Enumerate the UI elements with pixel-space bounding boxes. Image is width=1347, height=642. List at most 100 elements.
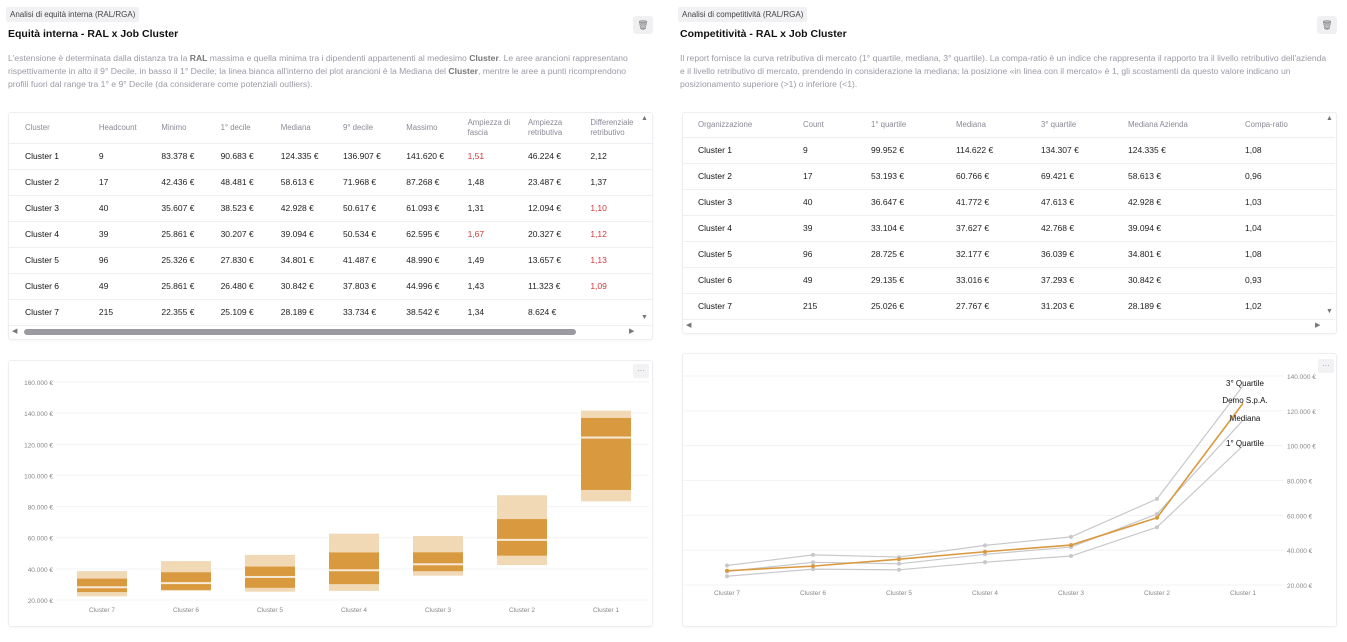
x-tick-label: Cluster 7 bbox=[89, 607, 115, 614]
table-cell: Cluster 5 bbox=[9, 247, 99, 274]
data-point[interactable] bbox=[983, 543, 987, 548]
data-point[interactable] bbox=[811, 567, 815, 572]
decile-box[interactable] bbox=[497, 519, 547, 556]
scroll-left-arrow[interactable]: ◀ bbox=[686, 322, 692, 329]
table-row[interactable]: Cluster 2 17 53.193 €60.766 €69.421 €58.61… bbox=[683, 163, 1335, 190]
table-cell: 48.481 € bbox=[220, 169, 281, 196]
menu-icon[interactable]: … bbox=[633, 364, 649, 378]
decile-box[interactable] bbox=[77, 578, 127, 593]
column-header[interactable]: Ampiezza retributiva bbox=[527, 113, 591, 144]
scroll-left-arrow[interactable]: ◀ bbox=[12, 328, 18, 335]
table-row[interactable]: Cluster 1 9 83.378 €90.683 €124.335 €136.9… bbox=[9, 143, 652, 170]
equity-range-chart: 20.000 € 40.000 € 60.000 € 80.000 € 100.000 … bbox=[24, 380, 649, 614]
horizontal-scrollbar[interactable] bbox=[24, 329, 576, 335]
data-point[interactable] bbox=[1155, 525, 1159, 530]
data-point[interactable] bbox=[1069, 554, 1073, 559]
series-line[interactable] bbox=[726, 445, 1244, 577]
table-row[interactable]: Cluster 5 96 25.326 €27.830 €34.801 €41.48… bbox=[9, 247, 652, 274]
decile-box[interactable] bbox=[161, 572, 211, 590]
scroll-up-arrow[interactable]: ▲ bbox=[641, 115, 648, 122]
x-tick-label: Cluster 3 bbox=[1058, 590, 1084, 597]
data-point[interactable] bbox=[1069, 543, 1073, 548]
data-point[interactable] bbox=[983, 560, 987, 565]
table-cell: 25.109 € bbox=[220, 299, 281, 326]
data-point[interactable] bbox=[811, 564, 815, 569]
series-line[interactable] bbox=[726, 419, 1244, 573]
data-point[interactable] bbox=[725, 563, 729, 568]
table-row[interactable]: Cluster 3 40 35.607 €38.523 €42.928 €50.61… bbox=[9, 195, 652, 222]
data-point[interactable] bbox=[1155, 496, 1159, 501]
y-tick-label: 60.000 € bbox=[1287, 513, 1313, 520]
table-row[interactable]: Cluster 1 9 99.952 €114.622 €134.307 €124.… bbox=[683, 137, 1335, 164]
scroll-up-arrow[interactable]: ▲ bbox=[1326, 115, 1333, 122]
data-point[interactable] bbox=[1069, 534, 1073, 539]
table-row[interactable]: Cluster 7 215 25.026 €27.767 €31.203 €28.1… bbox=[683, 293, 1335, 320]
table-row[interactable]: Cluster 4 39 25.861 €30.207 €39.094 €50.53… bbox=[9, 221, 652, 248]
column-header[interactable]: 1° decile bbox=[220, 113, 281, 144]
column-header[interactable]: Differenziale retributivo bbox=[590, 113, 652, 144]
competitiveness-data-table: Organizzazione Count 1° quartile Mediana 3° … bbox=[683, 113, 1335, 320]
table-cell: 1,03 bbox=[1245, 189, 1335, 216]
table-row[interactable]: Cluster 6 49 25.861 €26.480 €30.842 €37.80… bbox=[9, 273, 652, 300]
y-tick-label: 40.000 € bbox=[28, 567, 54, 574]
column-header[interactable]: Headcount bbox=[98, 113, 162, 144]
column-header[interactable]: Mediana Azienda bbox=[1128, 113, 1245, 138]
decile-box[interactable] bbox=[413, 552, 463, 572]
table-row[interactable]: Cluster 2 17 42.436 €48.481 €58.613 €71.96… bbox=[9, 169, 652, 196]
table-cell: 23.487 € bbox=[527, 169, 591, 196]
decile-box[interactable] bbox=[329, 552, 379, 585]
data-point[interactable] bbox=[897, 557, 901, 562]
table-row[interactable]: Cluster 4 39 33.104 €37.627 €42.768 €39.09… bbox=[683, 215, 1335, 242]
data-point[interactable] bbox=[811, 560, 815, 565]
data-point[interactable] bbox=[897, 561, 901, 566]
description-text: massima e quella minima tra i dipendenti… bbox=[207, 53, 470, 63]
menu-icon[interactable]: … bbox=[1318, 359, 1334, 373]
column-header[interactable]: Count bbox=[803, 113, 871, 138]
description-text: . Le aree arancioni rappresentano rispet… bbox=[8, 53, 628, 76]
table-cell: 11.323 € bbox=[527, 273, 591, 300]
column-header[interactable]: 1° quartile bbox=[871, 113, 956, 138]
column-header[interactable]: Cluster bbox=[9, 113, 99, 144]
table-cell: 37.803 € bbox=[343, 273, 407, 300]
data-point[interactable] bbox=[983, 549, 987, 554]
column-header[interactable]: Mediana bbox=[280, 113, 344, 144]
x-tick-label: Cluster 7 bbox=[714, 590, 740, 597]
trash-icon[interactable]: 🗑 bbox=[1317, 16, 1337, 34]
column-header[interactable]: 3° quartile bbox=[1041, 113, 1128, 138]
column-header[interactable]: Organizzazione bbox=[683, 113, 803, 138]
table-cell: 25.861 € bbox=[161, 221, 221, 248]
decile-box[interactable] bbox=[581, 417, 631, 490]
table-cell: 50.534 € bbox=[343, 221, 407, 248]
scroll-right-arrow[interactable]: ▶ bbox=[1315, 322, 1321, 329]
series-line[interactable] bbox=[726, 385, 1244, 567]
table-row[interactable]: Cluster 7 215 22.355 €25.109 €28.189 €33.7… bbox=[9, 299, 652, 326]
trash-icon[interactable]: 🗑 bbox=[633, 16, 653, 34]
table-cell: 215 bbox=[803, 293, 871, 320]
data-point[interactable] bbox=[897, 567, 901, 572]
scroll-down-arrow[interactable]: ▼ bbox=[641, 314, 648, 321]
scroll-down-arrow[interactable]: ▼ bbox=[1326, 308, 1333, 315]
column-header[interactable]: Mediana bbox=[956, 113, 1041, 138]
table-cell: 27.767 € bbox=[956, 293, 1041, 320]
table-cell: 37.627 € bbox=[956, 215, 1041, 242]
table-row[interactable]: Cluster 5 96 28.725 €32.177 €36.039 €34.80… bbox=[683, 241, 1335, 268]
data-point[interactable] bbox=[725, 574, 729, 579]
column-header[interactable]: Minimo bbox=[161, 113, 221, 144]
table-cell: 1,10 bbox=[590, 195, 652, 222]
data-point[interactable] bbox=[1155, 515, 1159, 520]
table-cell: 26.480 € bbox=[220, 273, 281, 300]
column-header[interactable]: 9° decile bbox=[343, 113, 407, 144]
data-point[interactable] bbox=[1155, 511, 1159, 516]
column-header[interactable]: Ampiezza di fascia bbox=[467, 113, 528, 144]
section-tag: Analisi di equità interna (RAL/RGA) bbox=[6, 7, 140, 22]
series-label: Demo S.p.A. bbox=[1222, 396, 1267, 405]
table-cell: 60.766 € bbox=[956, 163, 1041, 190]
column-header[interactable]: Massimo bbox=[406, 113, 468, 144]
data-point[interactable] bbox=[725, 568, 729, 573]
column-header[interactable]: Compa-ratio bbox=[1245, 113, 1335, 138]
data-point[interactable] bbox=[811, 552, 815, 557]
table-cell: 31.203 € bbox=[1041, 293, 1128, 320]
scroll-right-arrow[interactable]: ▶ bbox=[629, 328, 635, 335]
table-row[interactable]: Cluster 3 40 36.647 €41.772 €47.613 €42.92… bbox=[683, 189, 1335, 216]
table-row[interactable]: Cluster 6 49 29.135 €33.016 €37.293 €30.84… bbox=[683, 267, 1335, 294]
